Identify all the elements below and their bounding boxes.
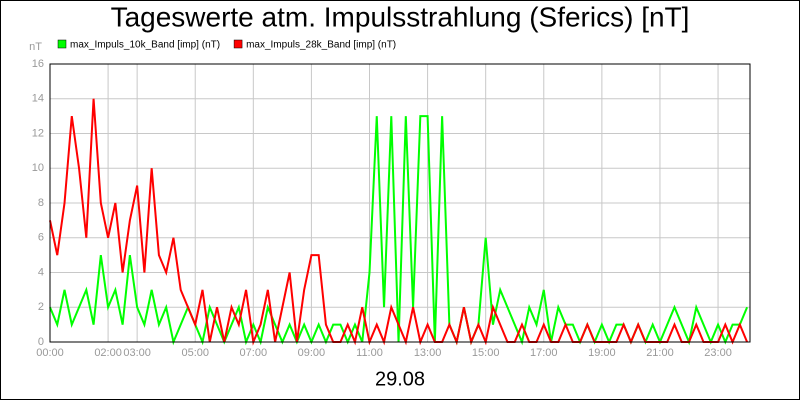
x-tick-label: 07:00 (240, 347, 268, 359)
x-tick-label: 13:00 (414, 347, 442, 359)
chart-title: Tageswerte atm. Impulsstrahlung (Sferics… (111, 1, 690, 32)
plot-border (49, 63, 751, 343)
legend-swatch (233, 39, 243, 49)
y-tick-label: 8 (38, 197, 44, 209)
y-tick-label: 4 (38, 266, 44, 278)
y-tick-label: 10 (32, 162, 44, 174)
x-tick-label: 17:00 (530, 347, 558, 359)
y-tick-label: 0 (38, 336, 44, 348)
legend: max_Impuls_10k_Band [imp] (nT) max_Impuls… (57, 39, 396, 51)
y-tick-label: 12 (32, 127, 44, 139)
x-tick-label: 09:00 (298, 347, 326, 359)
y-unit: nT (29, 41, 42, 53)
y-tick-label: 16 (32, 58, 44, 70)
legend-label: max_Impuls_28k_Band [imp] (nT) (246, 40, 396, 51)
x-tick-label: 15:00 (472, 347, 500, 359)
legend-swatch (57, 39, 67, 49)
x-tick-label: 19:00 (588, 347, 616, 359)
x-tick-label: 21:00 (646, 347, 674, 359)
x-tick-label: 11:00 (356, 347, 383, 359)
x-axis-label: 29.08 (375, 368, 425, 390)
x-tick-label: 03:00 (123, 347, 151, 359)
legend-label: max_Impuls_10k_Band [imp] (nT) (70, 40, 220, 51)
y-tick-label: 6 (38, 232, 44, 244)
x-tick-label: 05:00 (181, 347, 209, 359)
x-tick-label: 00:00 (36, 347, 64, 359)
x-tick-label: 02:00 (94, 347, 122, 359)
x-tick-label: 23:00 (704, 347, 732, 359)
y-tick-label: 14 (32, 93, 44, 105)
y-tick-label: 2 (38, 301, 44, 313)
